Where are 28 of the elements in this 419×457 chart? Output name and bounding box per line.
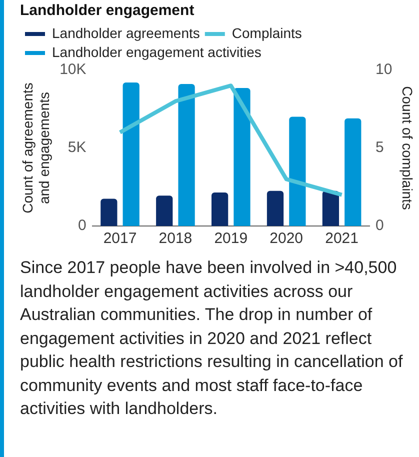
y-axis-title: Count of agreements and engagements (19, 82, 52, 214)
bar (266, 190, 284, 226)
x-tick-label: 2018 (158, 230, 192, 248)
x-tick-label: 2021 (325, 230, 358, 248)
y-tick-label: 10K (60, 61, 86, 78)
bar (122, 82, 140, 226)
y2-tick-label: 0 (376, 217, 384, 234)
legend-label: Complaints (232, 24, 302, 41)
chart-title: Landholder engagement (20, 2, 194, 20)
y-tick-label: 5K (68, 139, 86, 156)
bar (322, 190, 340, 226)
bar (211, 192, 228, 226)
legend-label: Landholder agreements (52, 24, 200, 41)
y2-tick-label: 10 (376, 61, 392, 78)
bar (100, 198, 118, 226)
x-tick-label: 2017 (103, 230, 137, 248)
legend-label: Landholder engagement activities (52, 44, 262, 60)
x-tick-label: 2019 (214, 230, 248, 248)
bar (289, 116, 306, 226)
y2-tick-label: 5 (376, 139, 384, 156)
bar (178, 84, 195, 226)
bar (156, 196, 173, 226)
y-tick-label: 0 (78, 217, 86, 234)
text: Since 2017 people have been involved in >40,500 landholder engagement activities across our Australian communities. The drop in number of engagement activities in 2020 and 2021 reflect public health restrictions resulting in cancellation of community events and most staff face-to-face activities with landholders. (20, 257, 404, 420)
bar (344, 118, 362, 226)
x-tick-label: 2020 (270, 230, 304, 248)
bar (234, 88, 250, 226)
y2-axis-title: Count of complaints (400, 86, 416, 210)
